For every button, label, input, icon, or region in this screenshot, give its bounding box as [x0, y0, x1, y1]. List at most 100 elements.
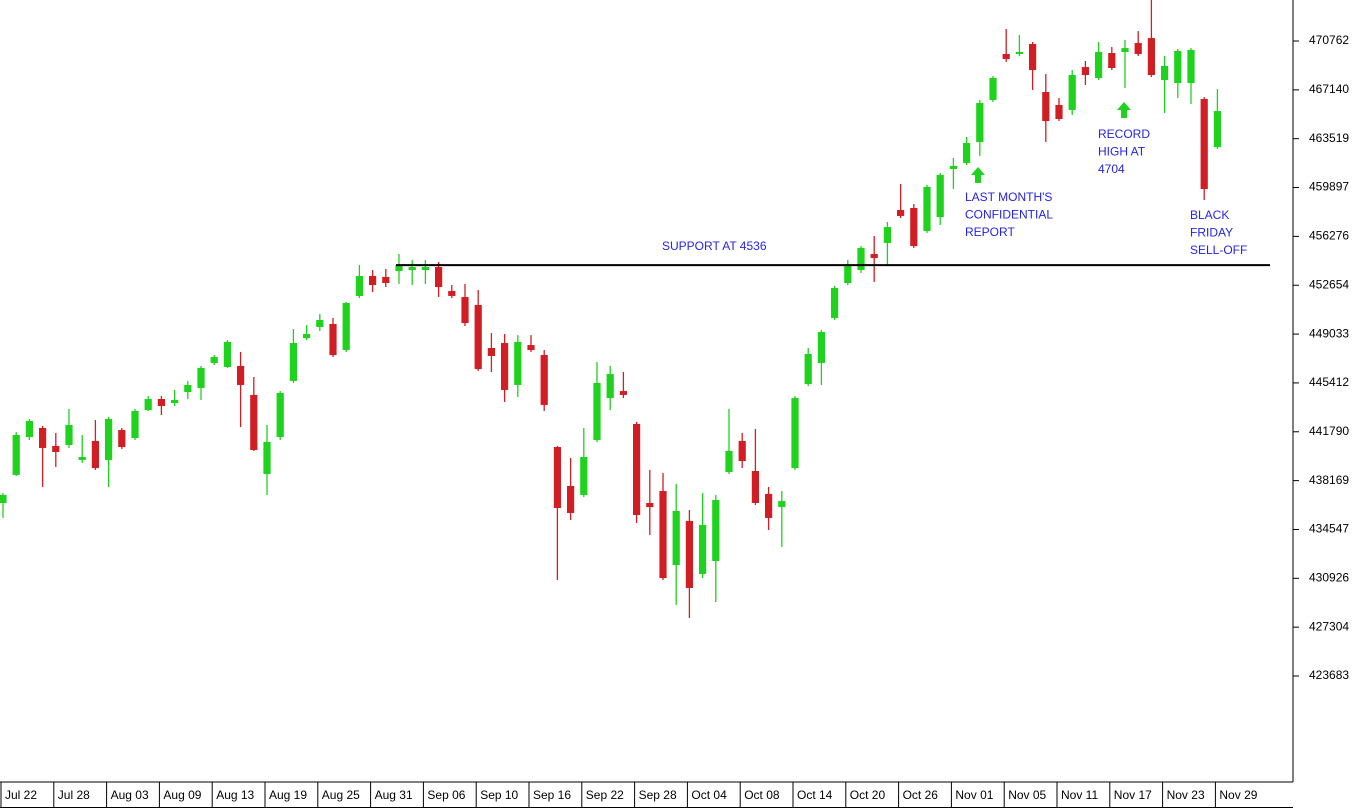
- candle-body: [1108, 53, 1116, 69]
- support-label: SUPPORT AT 4536: [662, 239, 767, 253]
- candle-body: [989, 77, 997, 100]
- x-tick-label: Sep 10: [480, 788, 518, 802]
- candle-body: [210, 357, 218, 363]
- candle-body: [1121, 48, 1129, 52]
- candle-body: [923, 186, 931, 231]
- candle-body: [474, 304, 482, 370]
- candle-body: [883, 227, 891, 243]
- candle-body: [1147, 38, 1155, 76]
- candle-body: [778, 500, 786, 508]
- arrow-up: [1117, 102, 1131, 118]
- candle-body: [1213, 111, 1221, 148]
- x-tick-label: Sep 28: [639, 788, 677, 802]
- candle-body: [118, 430, 126, 448]
- candle-body: [25, 420, 33, 438]
- candle-body: [553, 447, 561, 508]
- candle-body: [78, 456, 86, 460]
- candle-body: [65, 425, 73, 445]
- annotation-text: 4704: [1098, 162, 1125, 176]
- x-tick-label: Aug 19: [269, 788, 307, 802]
- x-tick-label: Sep 22: [586, 788, 624, 802]
- candle-body: [1015, 51, 1023, 54]
- candle-body: [487, 348, 495, 356]
- x-tick-label: Oct 14: [797, 788, 833, 802]
- candle-body: [395, 264, 403, 271]
- y-tick-label: 438169: [1309, 473, 1349, 487]
- candle-body: [791, 398, 799, 469]
- candle-body: [369, 275, 377, 286]
- candle-body: [263, 442, 271, 474]
- candle-body: [1095, 51, 1103, 78]
- y-tick-label: 463519: [1309, 131, 1349, 145]
- y-tick-label: 456276: [1309, 229, 1349, 243]
- y-tick-label: 423683: [1309, 668, 1349, 682]
- candle-body: [355, 275, 363, 296]
- candle-body: [461, 297, 469, 324]
- y-tick-label: 445412: [1309, 375, 1349, 389]
- candle-body: [250, 394, 258, 450]
- candle-body: [197, 367, 205, 388]
- annotation-text: HIGH AT: [1098, 145, 1146, 159]
- annotation-text: RECORD: [1098, 127, 1150, 141]
- x-tick-label: Aug 31: [375, 788, 413, 802]
- candle-body: [435, 266, 443, 288]
- annotation-text: CONFIDENTIAL: [965, 208, 1053, 222]
- y-tick-label: 470762: [1309, 33, 1349, 47]
- candle-body: [1161, 65, 1169, 81]
- candle-body: [897, 210, 905, 216]
- annotation-text: SELL-OFF: [1190, 243, 1247, 257]
- candle-body: [1068, 75, 1076, 110]
- candle-body: [1055, 104, 1063, 119]
- x-tick-label: Oct 20: [850, 788, 886, 802]
- candle-body: [316, 319, 324, 327]
- candle-body: [672, 510, 680, 566]
- y-tick-label: 449033: [1309, 326, 1349, 340]
- x-tick-label: Nov 29: [1219, 788, 1257, 802]
- candle-body: [685, 520, 693, 588]
- candle-body: [831, 287, 839, 318]
- x-tick-label: Nov 01: [955, 788, 993, 802]
- y-tick-label: 427304: [1309, 619, 1349, 633]
- candle-body: [540, 355, 548, 405]
- candle-body: [448, 290, 456, 296]
- candle-body: [1042, 92, 1050, 122]
- candle-body: [12, 435, 20, 475]
- candle-body: [1200, 99, 1208, 189]
- y-tick-label: 430926: [1309, 570, 1349, 584]
- candle-body: [857, 247, 865, 271]
- candle-body: [659, 490, 667, 578]
- candle-body: [976, 102, 984, 143]
- annotation-text: REPORT: [965, 225, 1015, 239]
- x-tick-label: Nov 17: [1114, 788, 1152, 802]
- candle-body: [237, 365, 245, 385]
- candle-body: [382, 276, 390, 284]
- x-tick-label: Sep 16: [533, 788, 571, 802]
- candle-body: [936, 174, 944, 218]
- candle-body: [223, 341, 231, 368]
- candle-body: [738, 440, 746, 462]
- x-tick-label: Aug 03: [111, 788, 149, 802]
- x-tick-label: Nov 05: [1008, 788, 1046, 802]
- x-tick-label: Oct 08: [744, 788, 780, 802]
- y-tick-label: 452654: [1309, 277, 1349, 291]
- x-tick-label: Aug 09: [163, 788, 201, 802]
- x-tick-label: Jul 22: [5, 788, 37, 802]
- candle-body: [421, 266, 429, 271]
- arrows: [971, 102, 1131, 183]
- candle-body: [171, 399, 179, 404]
- y-tick-label: 467140: [1309, 82, 1349, 96]
- candle-body: [105, 418, 113, 460]
- candle-body: [567, 485, 575, 513]
- candle-body: [131, 411, 139, 438]
- candle-body: [289, 343, 297, 381]
- annotation-text: FRIDAY: [1190, 226, 1233, 240]
- candle-body: [184, 384, 192, 392]
- candle-body: [39, 427, 47, 448]
- candle-body: [1174, 51, 1182, 83]
- y-tick-label: 459897: [1309, 180, 1349, 194]
- x-tick-label: Sep 06: [427, 788, 465, 802]
- candle-body: [1029, 43, 1037, 71]
- candle-body: [580, 456, 588, 496]
- x-tick-label: Nov 11: [1061, 788, 1098, 802]
